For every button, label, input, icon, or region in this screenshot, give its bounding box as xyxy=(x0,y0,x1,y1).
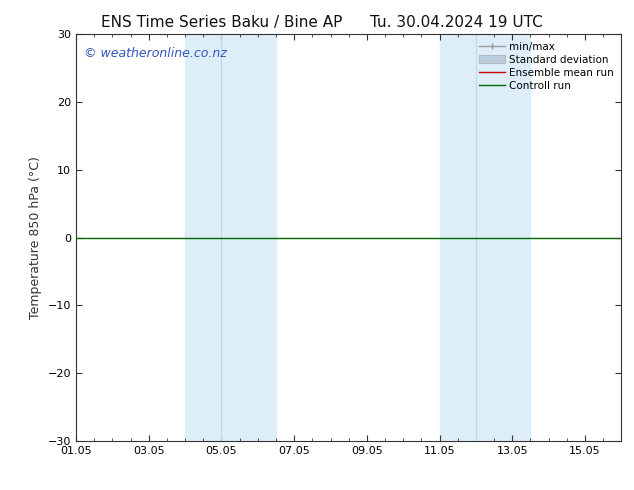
Text: © weatheronline.co.nz: © weatheronline.co.nz xyxy=(84,47,227,59)
Text: Tu. 30.04.2024 19 UTC: Tu. 30.04.2024 19 UTC xyxy=(370,15,543,30)
Bar xyxy=(439,34,531,441)
Y-axis label: Temperature 850 hPa (°C): Temperature 850 hPa (°C) xyxy=(29,156,42,319)
Legend: min/max, Standard deviation, Ensemble mean run, Controll run: min/max, Standard deviation, Ensemble me… xyxy=(477,40,616,93)
Bar xyxy=(185,34,276,441)
Text: ENS Time Series Baku / Bine AP: ENS Time Series Baku / Bine AP xyxy=(101,15,342,30)
